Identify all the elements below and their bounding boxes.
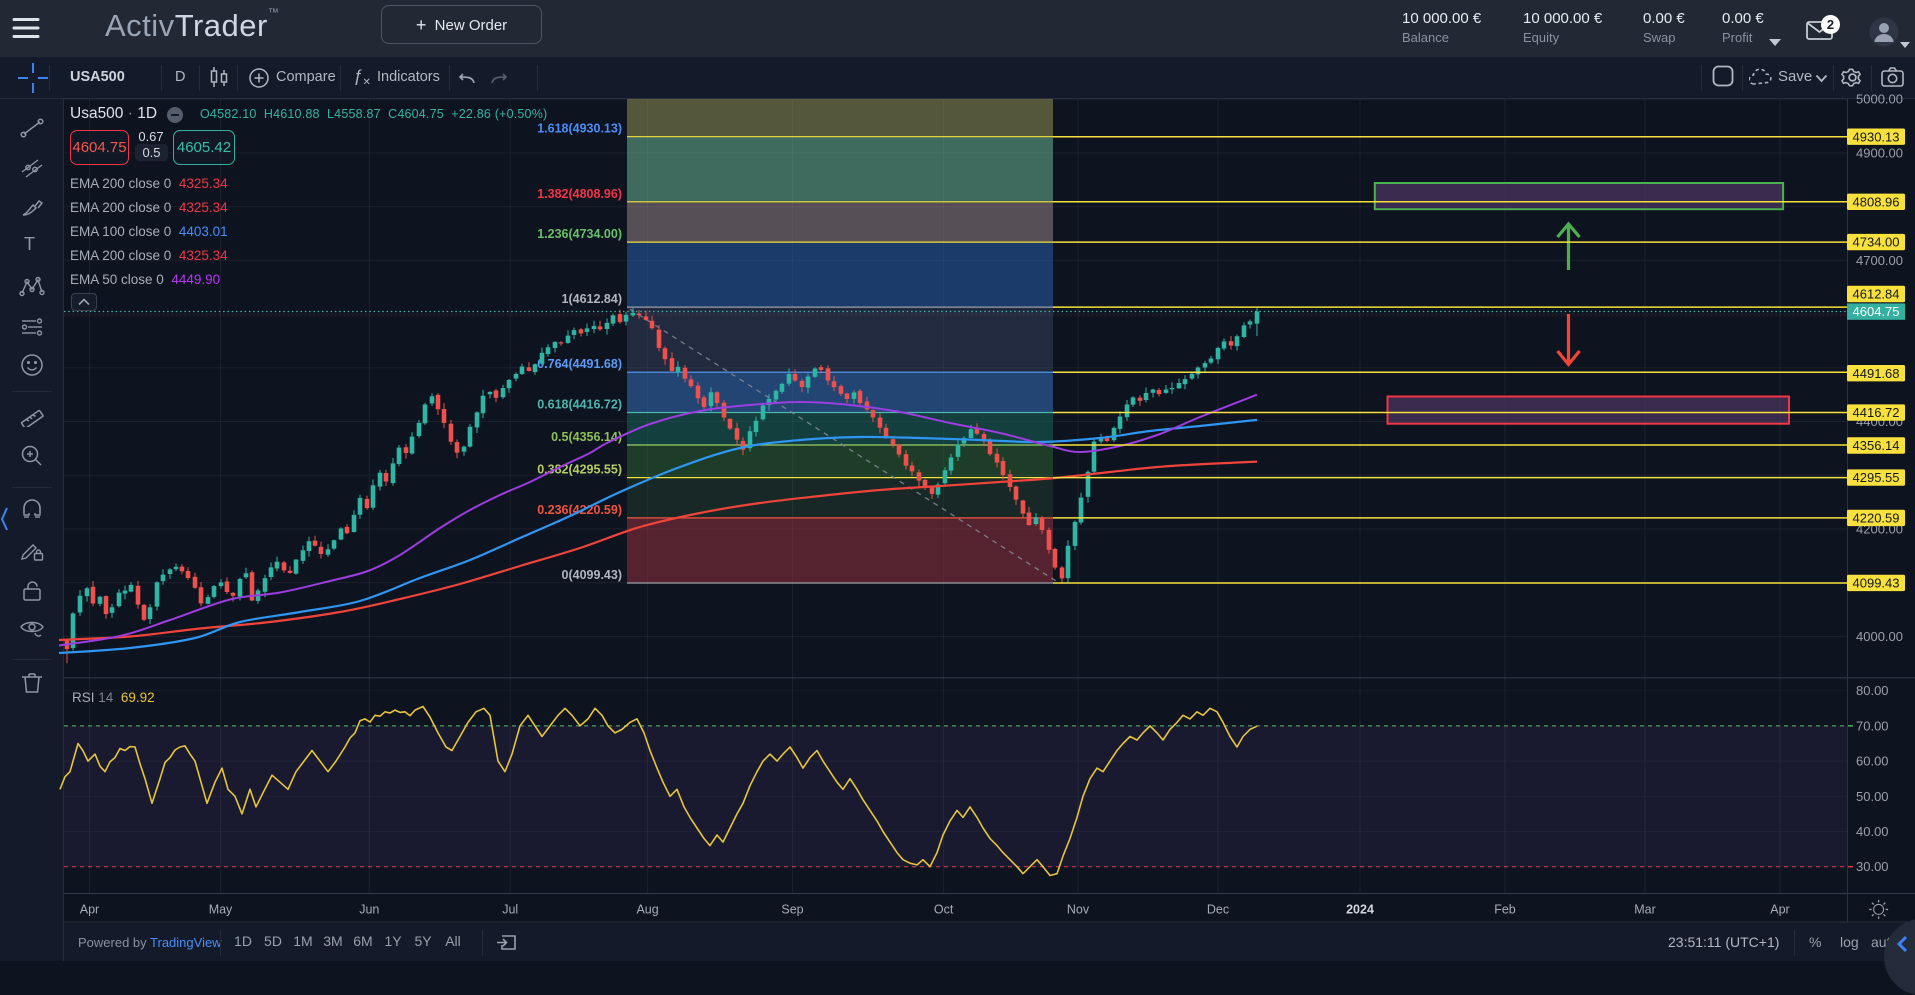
svg-text:Aug: Aug (636, 903, 658, 917)
svg-text:Feb: Feb (1494, 903, 1516, 917)
svg-text:0.236(4220.59): 0.236(4220.59) (537, 503, 622, 517)
svg-text:Oct: Oct (934, 903, 954, 917)
svg-text:4220.59: 4220.59 (1853, 511, 1900, 526)
svg-text:Dec: Dec (1207, 903, 1229, 917)
svg-text:0(4099.43): 0(4099.43) (562, 568, 622, 582)
svg-text:4356.14: 4356.14 (1853, 438, 1900, 453)
svg-text:4612.84: 4612.84 (1853, 287, 1900, 302)
svg-text:4295.55: 4295.55 (1853, 470, 1900, 485)
svg-text:4099.43: 4099.43 (1853, 576, 1900, 591)
svg-text:4808.96: 4808.96 (1853, 194, 1900, 209)
svg-text:4700.00: 4700.00 (1856, 253, 1903, 268)
svg-text:0.764(4491.68): 0.764(4491.68) (537, 357, 622, 371)
svg-text:4734.00: 4734.00 (1853, 235, 1900, 250)
svg-text:70.00: 70.00 (1856, 718, 1889, 733)
svg-text:4416.72: 4416.72 (1853, 405, 1900, 420)
svg-text:Apr: Apr (1770, 903, 1789, 917)
svg-text:4000.00: 4000.00 (1856, 629, 1903, 644)
svg-text:0.5(4356.14): 0.5(4356.14) (551, 430, 622, 444)
svg-text:0.382(4295.55): 0.382(4295.55) (537, 463, 622, 477)
svg-text:60.00: 60.00 (1856, 754, 1889, 769)
svg-text:0.618(4416.72): 0.618(4416.72) (537, 398, 622, 412)
svg-text:4900.00: 4900.00 (1856, 145, 1903, 160)
svg-text:1.618(4930.13): 1.618(4930.13) (537, 122, 622, 136)
svg-text:Mar: Mar (1634, 903, 1656, 917)
svg-text:Jun: Jun (359, 903, 379, 917)
svg-text:1(4612.84): 1(4612.84) (562, 292, 622, 306)
svg-text:80.00: 80.00 (1856, 683, 1889, 698)
svg-text:30.00: 30.00 (1856, 859, 1889, 874)
svg-text:4604.75: 4604.75 (1853, 304, 1900, 319)
svg-text:40.00: 40.00 (1856, 824, 1889, 839)
svg-text:Nov: Nov (1067, 903, 1090, 917)
svg-text:1.236(4734.00): 1.236(4734.00) (537, 227, 622, 241)
svg-text:50.00: 50.00 (1856, 789, 1889, 804)
svg-text:2024: 2024 (1346, 903, 1374, 917)
svg-text:Sep: Sep (781, 903, 803, 917)
svg-text:Apr: Apr (80, 903, 99, 917)
svg-text:1.382(4808.96): 1.382(4808.96) (537, 187, 622, 201)
svg-text:5000.00: 5000.00 (1856, 92, 1903, 107)
svg-text:May: May (209, 903, 233, 917)
svg-text:4930.13: 4930.13 (1853, 129, 1900, 144)
svg-text:Jul: Jul (502, 903, 518, 917)
svg-text:4491.68: 4491.68 (1853, 366, 1900, 381)
